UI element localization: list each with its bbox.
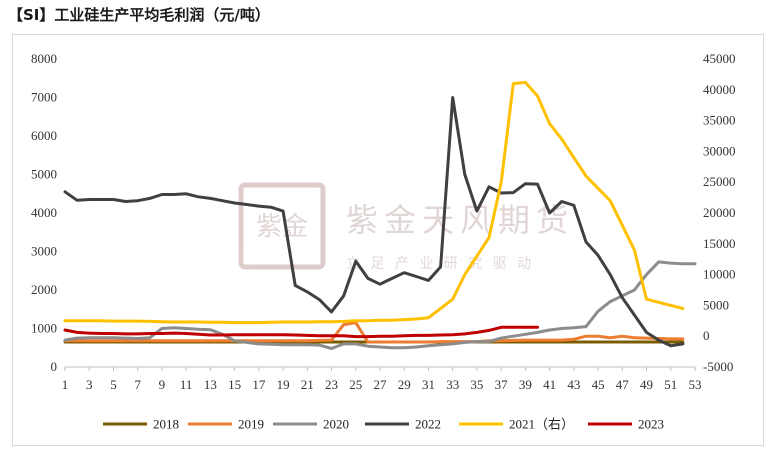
x-tick-label: 49 bbox=[640, 377, 653, 392]
legend-label-4: 2021（右） bbox=[509, 417, 574, 432]
legend: 2018 2019 2020 2022 2021（右） 2023 bbox=[103, 417, 664, 432]
y-right-tick-label: 30000 bbox=[703, 143, 736, 158]
legend-label-5: 2023 bbox=[638, 417, 664, 432]
y-right-tick-label: 10000 bbox=[703, 267, 736, 282]
x-tick-label: 9 bbox=[159, 377, 166, 392]
watermark-seal-text: 紫金 bbox=[256, 212, 308, 242]
x-tick-label: 29 bbox=[398, 377, 411, 392]
y-left-tick-label: 8000 bbox=[31, 51, 57, 66]
y-right-tick-label: 25000 bbox=[703, 174, 736, 189]
x-tick-label: 41 bbox=[543, 377, 556, 392]
watermark: 紫金 紫金天风期货 立 足 产 业 研 究 驱 动 bbox=[238, 182, 574, 272]
legend-label-0: 2018 bbox=[153, 417, 179, 432]
y-left-tick-label: 1000 bbox=[31, 321, 57, 336]
y-right-tick-label: 15000 bbox=[703, 236, 736, 251]
y-right-tick-label: 0 bbox=[703, 328, 710, 343]
chart-area: 紫金 紫金天风期货 立 足 产 业 研 究 驱 动 0 1000 2000 3000 4… bbox=[12, 34, 764, 446]
y-left-tick-label: 3000 bbox=[31, 244, 57, 259]
line-chart: 紫金 紫金天风期货 立 足 产 业 研 究 驱 动 0 1000 2000 3000 4… bbox=[31, 51, 736, 432]
y-right-tick-label: 40000 bbox=[703, 82, 736, 97]
x-tick-label: 19 bbox=[277, 377, 290, 392]
y-right-tick-label: 5000 bbox=[703, 297, 729, 312]
series-line-1 bbox=[63, 321, 685, 344]
x-tick-label: 51 bbox=[664, 377, 677, 392]
x-tick-label: 27 bbox=[374, 377, 388, 392]
x-tick-label: 7 bbox=[134, 377, 141, 392]
x-tick-label: 13 bbox=[204, 377, 217, 392]
y-left-tick-label: 4000 bbox=[31, 205, 57, 220]
x-tick-label: 3 bbox=[86, 377, 93, 392]
chart-title: 【SI】工业硅生产平均毛利润（元/吨） bbox=[8, 6, 270, 24]
x-tick-label: 53 bbox=[689, 377, 702, 392]
y-right-tick-label: 20000 bbox=[703, 205, 736, 220]
x-tick-label: 37 bbox=[495, 377, 509, 392]
y-right-tick-label: 45000 bbox=[703, 51, 736, 66]
x-tick-label: 45 bbox=[592, 377, 605, 392]
x-tick-label: 33 bbox=[446, 377, 459, 392]
y-right-tick-label: -5000 bbox=[703, 359, 733, 374]
x-tick-label: 43 bbox=[567, 377, 580, 392]
series-line-2 bbox=[63, 260, 697, 350]
legend-label-2: 2020 bbox=[323, 417, 349, 432]
x-tick-label: 17 bbox=[252, 377, 266, 392]
y-left-tick-label: 2000 bbox=[31, 282, 57, 297]
series-layer bbox=[63, 80, 697, 350]
legend-label-1: 2019 bbox=[238, 417, 264, 432]
x-tick-label: 15 bbox=[228, 377, 241, 392]
axes: 0 1000 2000 3000 4000 5000 6000 7000 8000 -5000 0 5… bbox=[31, 51, 736, 392]
x-tick-label: 5 bbox=[110, 377, 117, 392]
series-line-5 bbox=[63, 325, 539, 339]
x-tick-label: 11 bbox=[180, 377, 193, 392]
x-tick-label: 31 bbox=[422, 377, 435, 392]
y-right-tick-label: 35000 bbox=[703, 113, 736, 128]
y-left-tick-label: 7000 bbox=[31, 90, 57, 105]
watermark-seal bbox=[238, 182, 326, 270]
x-tick-label: 21 bbox=[301, 377, 314, 392]
watermark-slogan: 立 足 产 业 研 究 驱 动 bbox=[346, 256, 534, 272]
x-tick-label: 23 bbox=[325, 377, 338, 392]
series-line-3 bbox=[63, 96, 685, 348]
x-tick-label: 35 bbox=[470, 377, 483, 392]
legend-label-3: 2022 bbox=[415, 417, 441, 432]
x-tick-label: 25 bbox=[349, 377, 362, 392]
y-left-tick-label: 6000 bbox=[31, 128, 57, 143]
y-left-tick-label: 5000 bbox=[31, 167, 57, 182]
x-tick-label: 47 bbox=[616, 377, 630, 392]
x-tick-label: 1 bbox=[62, 377, 69, 392]
y-left-tick-label: 0 bbox=[51, 359, 58, 374]
x-tick-label: 39 bbox=[519, 377, 532, 392]
watermark-name: 紫金天风期货 bbox=[346, 201, 574, 239]
series-line-4 bbox=[63, 80, 685, 325]
